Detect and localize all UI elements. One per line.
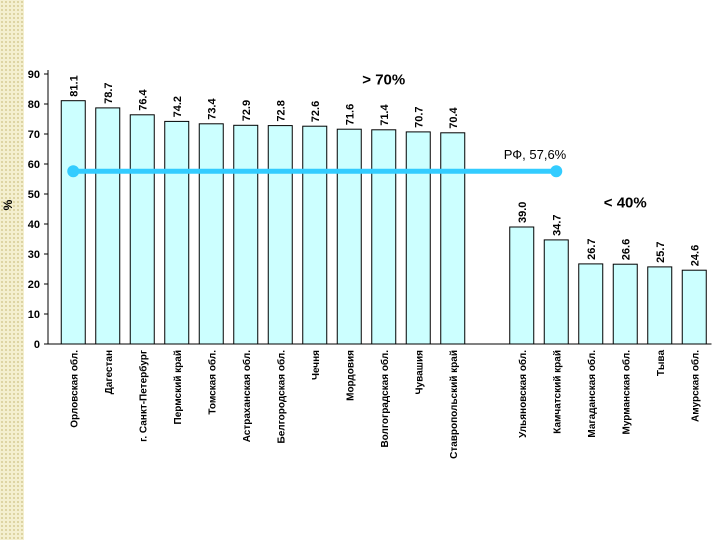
bar-value-label: 71.6 [344,104,356,125]
reference-line-marker [67,165,80,178]
decorative-side-pattern [0,0,24,540]
category-label: Томская обл. [206,350,218,415]
bar [543,239,569,345]
bar [198,123,224,345]
annotation-label: < 40% [604,195,647,212]
bar [267,125,293,345]
category-label: Ставропольский край [449,350,460,459]
category-label: Тыва [656,350,667,377]
chart-bars [60,100,707,345]
bar [371,129,397,345]
bar-value-label: 71.4 [379,104,391,126]
y-tick-label: 40 [28,219,40,231]
category-label: Мордовия [345,350,356,401]
category-label: Ульяновская обл. [517,350,529,438]
chart-value-labels: 81.1 78.7 76.4 74.2 73.4 72.9 72.8 72.6 71.6 71.4… [68,75,701,266]
y-axis-label: % [1,199,15,210]
bar-value-label: 74.2 [172,96,184,117]
bar [164,120,190,345]
category-label: Чечня [311,350,322,380]
y-tick-label: 0 [34,339,40,351]
bar [60,100,86,345]
category-label: Дагестан [104,350,115,394]
bar [509,226,535,345]
bar-value-label: 26.7 [586,238,598,259]
bar-value-label: 70.7 [413,106,425,127]
bar-value-label: 81.1 [68,75,80,96]
category-label: Астраханская обл. [241,350,253,443]
category-label: Орловская обл. [68,350,80,428]
bar-value-label: 70.4 [448,107,460,129]
bar-value-label: 76.4 [137,89,149,111]
chart-axes: 0 10 20 30 40 50 60 70 80 90 [28,69,712,351]
bar [95,107,121,345]
y-tick-label: 90 [28,69,40,81]
bar-value-label: 72.6 [310,101,322,122]
y-tick-label: 50 [28,189,40,201]
bar-value-label: 72.8 [275,100,287,121]
bar [129,114,155,345]
y-tick-label: 30 [28,249,40,261]
bar [302,125,328,345]
category-label: Амурская обл. [689,350,701,422]
category-label: Камчатский край [552,350,563,434]
bar [647,266,673,345]
reference-line-label: РФ, 57,6% [504,147,567,162]
annotation-label: > 70% [362,72,405,89]
bar [612,263,638,345]
bar-value-label: 73.4 [206,98,218,120]
category-label: Магаданская обл. [586,350,598,438]
y-tick-label: 20 [28,279,40,291]
y-tick-label: 80 [28,99,40,111]
reference-line-marker [550,165,563,178]
bar-value-label: 24.6 [689,245,701,266]
category-label: Мурманская обл. [620,350,632,435]
category-label: Чувашия [414,350,425,395]
category-label: Волгоградская обл. [379,350,391,448]
bar-value-label: 25.7 [655,241,667,262]
bar [233,124,259,345]
bar-value-label: 34.7 [551,214,563,235]
bar-value-label: 78.7 [103,82,115,103]
bar [578,263,604,345]
reference-line-group: РФ, 57,6% [67,147,567,178]
bar-value-label: 26.6 [620,239,632,260]
bar [440,132,466,345]
bar [681,269,707,345]
chart-annotations: > 70% < 40% [362,72,646,212]
bar [405,131,431,345]
bar-value-label: 39.0 [517,202,529,223]
chart-category-labels: Орловская обл. Дагестан г. Санкт-Петербург… [68,350,701,459]
category-label: Белгородская обл. [275,350,287,444]
y-tick-label: 60 [28,159,40,171]
category-label: Пермский край [173,350,184,424]
y-tick-label: 10 [28,309,40,321]
y-tick-label: 70 [28,129,40,141]
bar [336,128,362,345]
category-label: г. Санкт-Петербург [137,350,149,442]
bar-value-label: 72.9 [241,100,253,121]
